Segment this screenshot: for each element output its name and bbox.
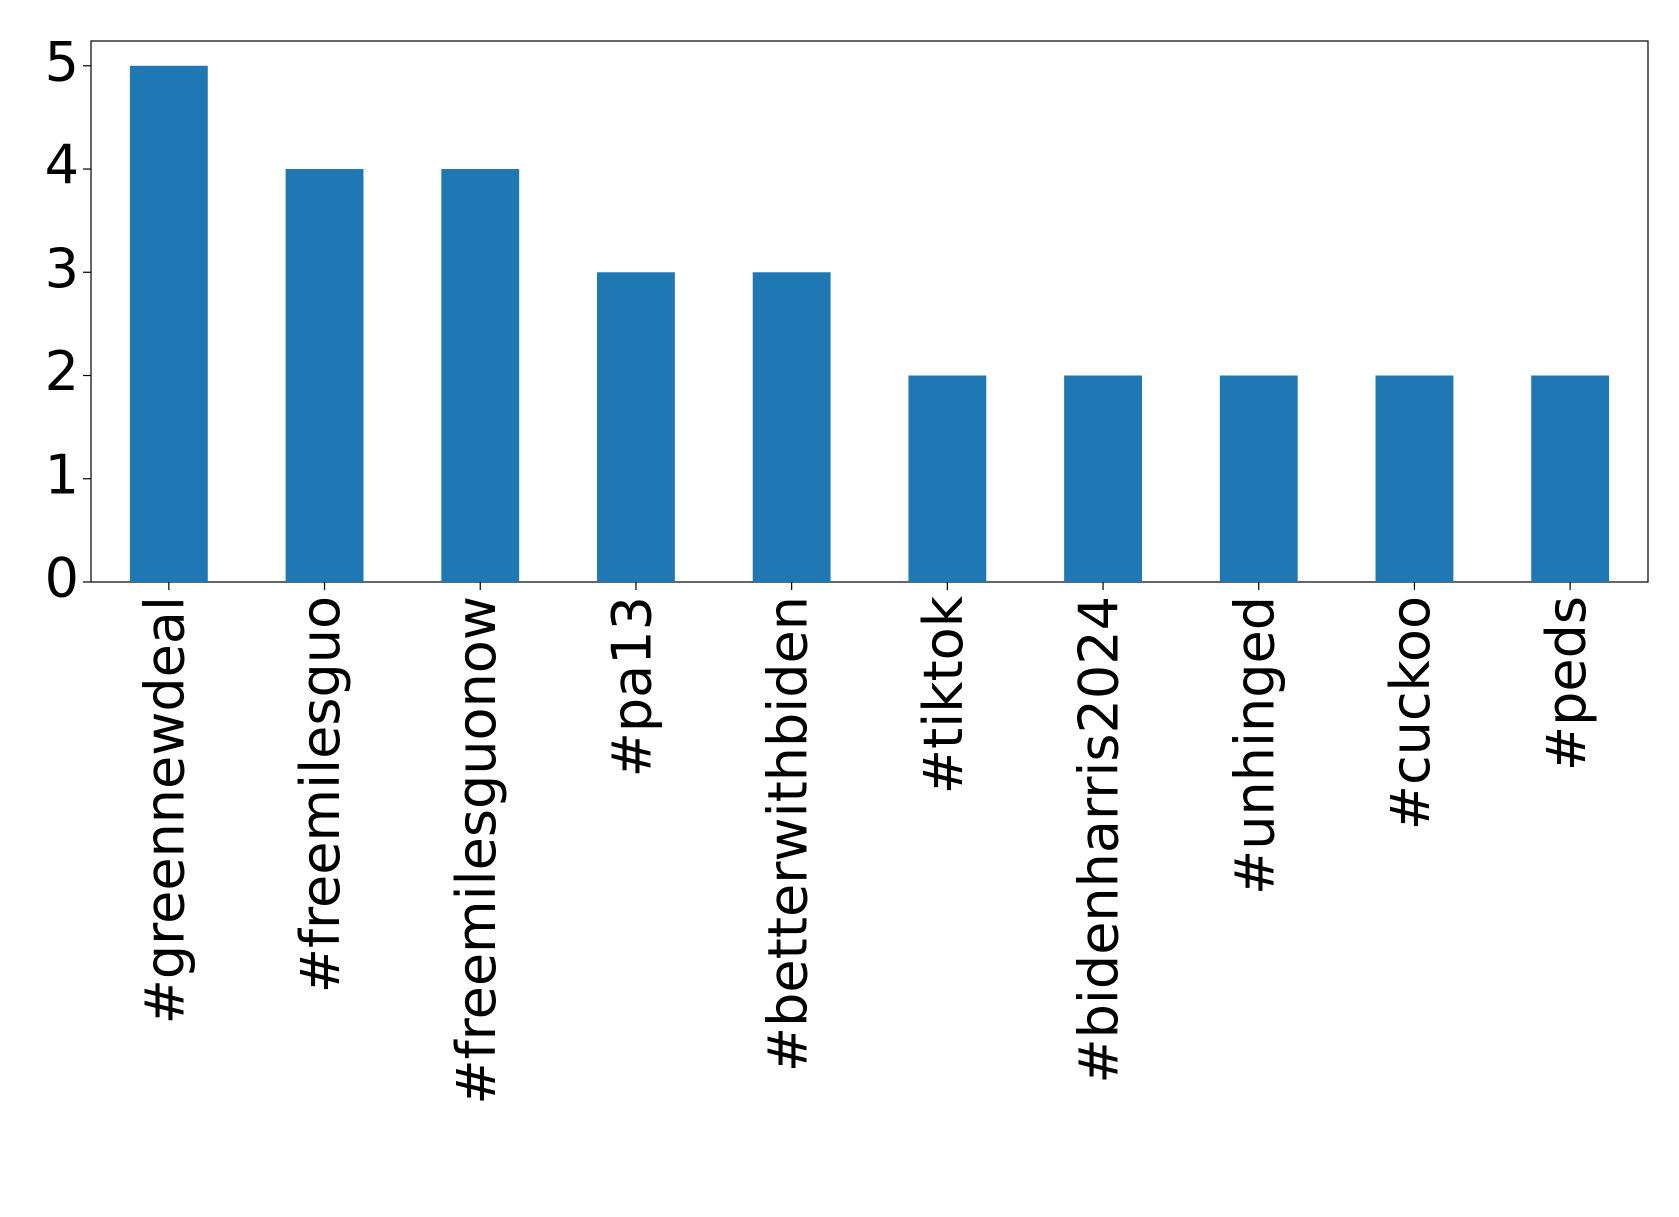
bar [1064, 375, 1142, 582]
x-tick-label: #freemilesguo [289, 596, 352, 993]
bar [1219, 375, 1298, 582]
bar [285, 169, 364, 583]
bar [597, 272, 675, 582]
x-tick-label: #pa13 [601, 596, 664, 777]
y-tick-label: 4 [45, 134, 79, 197]
bar [752, 272, 831, 582]
y-tick-label: 1 [45, 443, 79, 506]
bar [129, 65, 208, 582]
x-tick-label: #peds [1535, 596, 1598, 771]
x-tick-label: #freemilesguonow [445, 596, 508, 1105]
x-tick-label: #bidenharris2024 [1068, 596, 1131, 1084]
plot-frame [90, 40, 1649, 583]
bar [1375, 375, 1454, 582]
y-tick-label: 5 [45, 30, 79, 93]
x-tick-label: #betterwithbiden [756, 596, 819, 1072]
x-tick-label: #tiktok [912, 595, 975, 794]
x-tick-label: #cuckoo [1379, 596, 1442, 830]
bar [1531, 375, 1610, 582]
y-tick-label: 0 [45, 547, 79, 610]
bar [908, 375, 987, 582]
y-tick-label: 3 [45, 237, 79, 300]
x-tick-label: #unhinged [1223, 596, 1286, 895]
y-tick-label: 2 [45, 340, 79, 403]
bar [441, 169, 520, 583]
x-tick-label: #greennewdeal [133, 596, 196, 1024]
